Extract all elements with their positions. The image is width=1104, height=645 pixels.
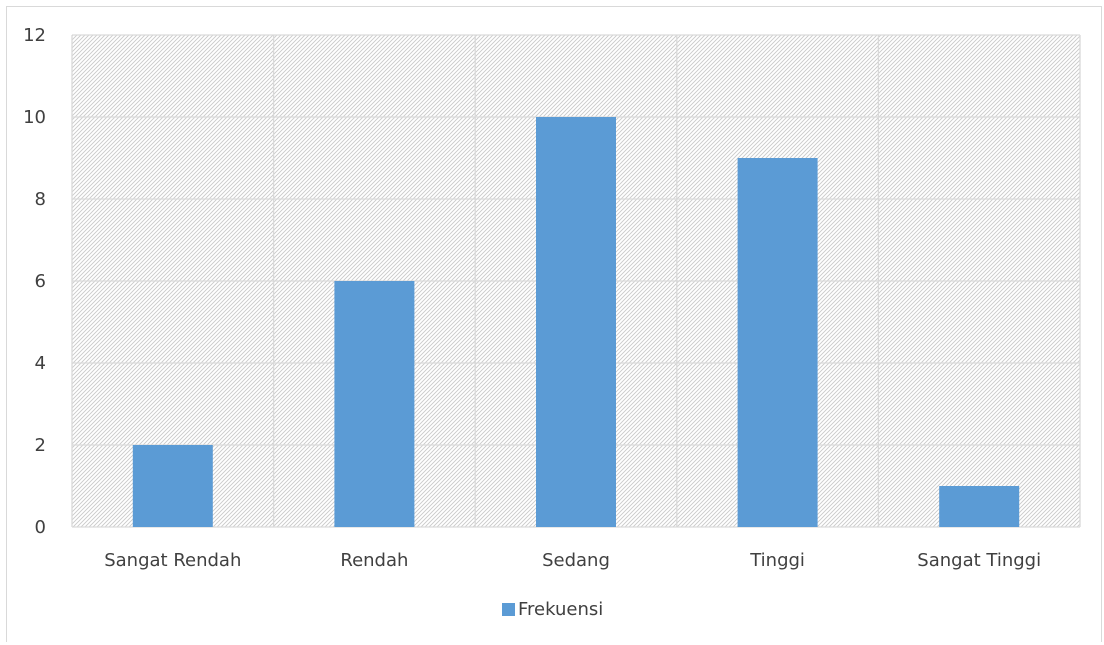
y-tick-label: 2 <box>35 435 46 456</box>
x-tick-labels: Sangat Rendah Rendah Sedang Tinggi Sangat Ti… <box>104 550 1041 571</box>
y-tick-label: 6 <box>35 271 46 292</box>
chart-frame <box>6 6 1102 642</box>
bar-tinggi <box>737 158 818 527</box>
legend: Frekuensi <box>502 599 603 620</box>
x-tick-label: Sangat Tinggi <box>917 550 1041 571</box>
bar-sedang <box>536 117 616 527</box>
x-tick-label: Tinggi <box>749 550 805 571</box>
y-tick-label: 0 <box>35 517 46 538</box>
bar-sangat-rendah <box>132 445 213 527</box>
x-tick-label: Sangat Rendah <box>104 550 241 571</box>
y-tick-label: 4 <box>35 353 46 374</box>
x-tick-label: Sedang <box>542 550 610 571</box>
bars <box>132 117 1020 527</box>
bar-sangat-tinggi <box>939 486 1020 527</box>
legend-swatch <box>502 603 515 616</box>
x-tick-label: Rendah <box>340 550 408 571</box>
y-tick-label: 8 <box>35 189 46 210</box>
legend-label-frekuensi: Frekuensi <box>518 599 603 620</box>
bar-rendah <box>334 281 415 527</box>
y-tick-label: 10 <box>23 107 46 128</box>
y-tick-labels: 0 2 4 6 8 10 12 <box>23 25 46 538</box>
y-tick-label: 12 <box>23 25 46 46</box>
